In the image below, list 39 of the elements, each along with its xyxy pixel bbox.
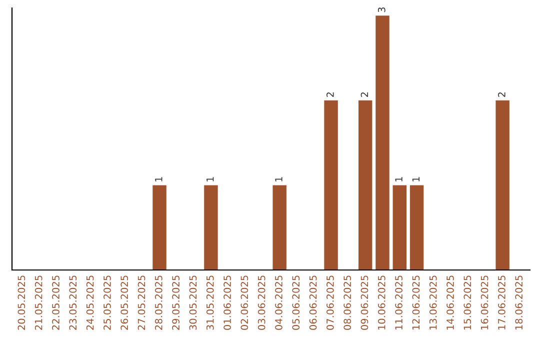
x-tick-label: 07.06.2025 <box>326 276 334 330</box>
data-label: 2 <box>326 92 334 97</box>
x-tick-label: 04.06.2025 <box>275 276 282 330</box>
data-label: 1 <box>412 177 420 182</box>
x-tick-label: 25.05.2025 <box>104 276 111 330</box>
x-tick-label: 01.06.2025 <box>224 276 231 330</box>
x-tick-label: 03.06.2025 <box>258 276 266 330</box>
x-tick-label: 17.06.2025 <box>498 276 506 330</box>
x-tick-label: 16.06.2025 <box>480 276 488 330</box>
x-tick-label: 27.05.2025 <box>138 276 146 330</box>
x-tick-label: 29.05.2025 <box>172 276 180 330</box>
data-label: 3 <box>378 7 386 12</box>
x-tick-label: 02.06.2025 <box>240 276 248 330</box>
x-tick-label: 21.05.2025 <box>34 276 42 330</box>
x-tick-label: 10.06.2025 <box>378 276 386 330</box>
x-tick-label: 09.06.2025 <box>360 276 368 330</box>
x-tick-label: 15.06.2025 <box>464 276 472 330</box>
data-label: 1 <box>206 177 214 182</box>
data-label: 1 <box>155 177 162 182</box>
x-tick-label: 05.06.2025 <box>292 276 300 330</box>
data-label: 2 <box>360 92 368 97</box>
x-tick-label: 18.06.2025 <box>515 276 523 330</box>
x-tick-label: 14.06.2025 <box>446 276 454 330</box>
x-tick-label: 13.06.2025 <box>429 276 437 330</box>
x-tick-label: 30.05.2025 <box>189 276 197 330</box>
data-label: 2 <box>498 92 506 97</box>
x-tick-label: 24.05.2025 <box>86 276 94 330</box>
data-label: 1 <box>395 177 402 182</box>
x-tick-label: 20.05.2025 <box>18 276 26 330</box>
x-tick-label: 11.06.2025 <box>395 276 402 330</box>
data-label: 1 <box>275 177 282 182</box>
x-tick-label: 08.06.2025 <box>344 276 352 330</box>
x-tick-label: 31.05.2025 <box>206 276 214 330</box>
x-tick-label: 26.05.2025 <box>120 276 128 330</box>
x-tick-label: 22.05.2025 <box>52 276 60 330</box>
x-tick-label: 23.05.2025 <box>69 276 77 330</box>
x-tick-label: 12.06.2025 <box>412 276 420 330</box>
x-tick-label: 28.05.2025 <box>154 276 162 330</box>
x-tick-label: 06.06.2025 <box>309 276 317 330</box>
